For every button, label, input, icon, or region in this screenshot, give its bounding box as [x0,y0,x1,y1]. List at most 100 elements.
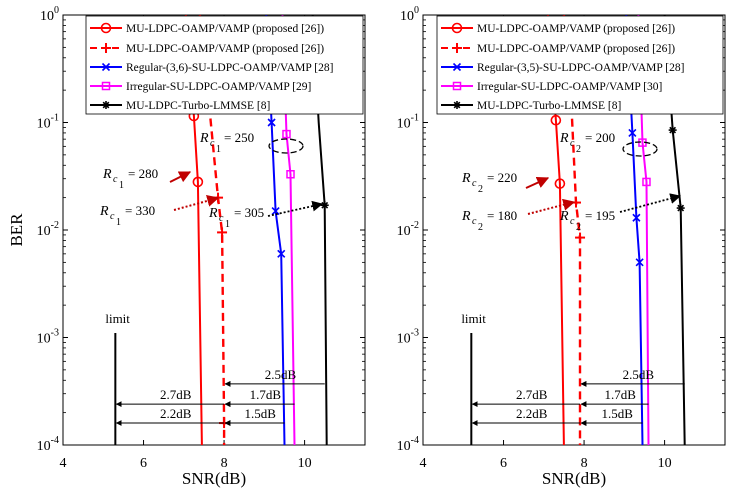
legend-marker-0 [451,22,463,34]
series-4-point-1 [676,204,685,213]
legend-box-left [85,15,364,115]
legend-marker-3 [101,81,111,91]
svg-text:c: c [570,138,575,149]
rate-arrow-left-3 [267,200,324,217]
annotation-label-3: 2.2dB [516,406,548,421]
svg-text:c: c [472,178,477,189]
legend-marker-3 [452,81,462,91]
rate-value: = 280 [128,166,158,181]
x-axis-label-right: SNR(dB) [542,469,606,488]
rate-sub: 2 [478,184,483,195]
rate-label-right-3: R c 2 = 195 [559,208,615,233]
y-tick-label: 10-4 [397,435,419,454]
series-2-point-2 [635,258,644,267]
svg-text:c: c [210,138,215,149]
rate-label-left-1: R c 1 = 280 [102,166,158,191]
limit-label: limit [105,311,130,326]
y-tick-label: 10-3 [397,328,419,347]
series-3-point-0 [282,129,291,139]
series-3-point-1 [642,177,651,187]
legend-box-right [436,15,724,115]
legend-label-right-2: Regular-(3,5)-SU-LDPC-OAMP/VAMP [28] [477,62,684,74]
rate-value: = 220 [487,170,517,185]
x-tick-label: 8 [221,456,228,471]
series-0-point-1 [192,176,204,188]
rate-label-left-0: R c 1 = 250 [199,130,254,155]
svg-text:R: R [461,171,471,186]
y-tick-label: 10-3 [37,328,59,347]
legend-marker-4 [453,101,461,109]
left-panel: 4 6 8 10 100 10-1 10-2 10-3 10-4 limit 2.5dB 2.7dB 1… [7,5,366,488]
series-2-point-1 [271,207,280,216]
rate-sub: 2 [576,222,581,233]
x-tick-label: 10 [658,456,672,471]
series-2-point-2 [277,249,286,258]
rate-value: = 195 [585,208,615,223]
x-tick-label: 4 [60,456,67,471]
legend-label-left-2: Regular-(3,6)-SU-LDPC-OAMP/VAMP [28] [126,62,333,74]
svg-text:R: R [559,131,569,146]
y-tick-label: 100 [400,5,419,24]
x-tick-label: 10 [298,456,312,471]
x-tick-label: 4 [420,456,427,471]
rate-sub: 2 [576,144,581,155]
limit-label: limit [461,311,486,326]
svg-text:c: c [570,216,575,227]
rate-sub: 1 [216,144,221,155]
series-3-point-1 [286,170,295,179]
annotation-label-0: 2.5dB [265,367,297,382]
rate-value: = 200 [585,130,615,145]
legend-marker-2 [452,62,462,72]
legend-left: MU-LDPC-OAMP/VAMP (proposed [26]) MU-LDP… [85,15,364,115]
series-2-point-0 [267,118,276,127]
rate-value: = 305 [234,205,264,220]
rate-value: = 180 [487,208,517,223]
svg-text:R: R [99,204,109,219]
legend-marker-1 [452,43,462,53]
svg-text:R: R [208,206,218,221]
series-4-point-0 [668,126,677,135]
legend-label-right-1: MU-LDPC-OAMP/VAMP (proposed [26]) [477,43,675,55]
rate-ellipse-right [622,141,658,157]
y-tick-label: 10-2 [37,220,59,239]
rate-sub: 2 [478,222,483,233]
x-tick-label: 8 [581,456,588,471]
legend-marker-1 [101,43,111,53]
rate-label-right-1: R c 2 = 220 [461,170,517,195]
legend-label-left-0: MU-LDPC-OAMP/VAMP (proposed [26]) [126,23,324,35]
y-tick-label: 10-1 [397,113,419,132]
series-0-point-1 [554,178,566,189]
right-panel: 4 6 8 10 100 10-1 10-2 10-3 10-4 limit 2.5dB 2.7dB 1… [397,5,726,488]
legend-right: MU-LDPC-OAMP/VAMP (proposed [26]) MU-LDP… [436,15,724,115]
series-1-point-1 [575,232,586,243]
x-tick-label: 6 [140,456,147,471]
svg-text:R: R [461,209,471,224]
series-4-point-0 [320,201,329,210]
y-axis-label-left: BER [7,213,26,247]
svg-text:c: c [472,216,477,227]
rate-label-right-0: R c 2 = 200 [559,130,615,155]
annotation-label-4: 1.5dB [602,406,634,421]
svg-text:R: R [559,209,569,224]
y-tick-label: 100 [40,5,59,24]
annotation-label-3: 2.2dB [160,406,192,421]
rate-label-left-3: R c 1 = 305 [208,205,264,230]
y-tick-label: 10-2 [397,220,419,239]
legend-label-right-4: MU-LDPC-Turbo-LMMSE [8] [477,100,621,112]
x-axis-label-left: SNR(dB) [182,469,246,488]
svg-text:c: c [219,213,224,224]
legend-marker-0 [100,22,112,34]
annotation-label-4: 1.5dB [245,406,277,421]
rate-sub: 1 [119,180,124,191]
rate-value: = 330 [125,203,155,218]
rate-sub: 1 [116,217,121,228]
svg-text:c: c [110,211,115,222]
rate-value: = 250 [224,130,254,145]
rate-ellipse-left [268,138,304,154]
annotation-label-1: 2.7dB [160,387,192,402]
legend-label-left-1: MU-LDPC-OAMP/VAMP (proposed [26]) [126,43,324,55]
legend-label-left-4: MU-LDPC-Turbo-LMMSE [8] [126,100,270,112]
svg-text:R: R [199,131,209,146]
rate-sub: 1 [225,219,230,230]
